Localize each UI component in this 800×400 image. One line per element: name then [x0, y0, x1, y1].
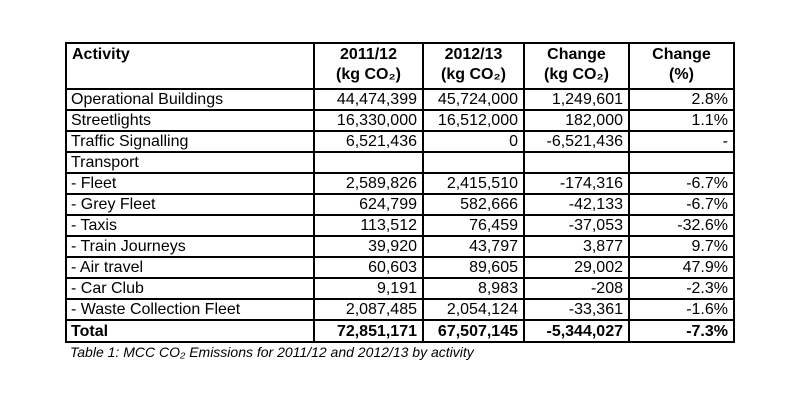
- table-row: - Car Club 9,191 8,983 -208 -2.3%: [65, 277, 735, 300]
- cell-change-kg: -42,133: [523, 193, 630, 216]
- cell-2011-12: [313, 151, 424, 174]
- column-header-line1: Activity: [72, 46, 130, 63]
- column-header-line1: Change: [652, 46, 711, 63]
- cell-2012-13: 2,054,124: [422, 298, 525, 321]
- cell-2011-12: 16,330,000: [313, 109, 424, 132]
- cell-2012-13: 2,415,510: [422, 172, 525, 195]
- cell-2011-12: 9,191: [313, 277, 424, 300]
- cell-change-pct: -6.7%: [628, 172, 735, 195]
- cell-change-kg: -33,361: [523, 298, 630, 321]
- cell-change-pct: 2.8%: [628, 88, 735, 111]
- total-row: Total 72,851,171 67,507,145 -5,344,027 -7.3%: [65, 319, 735, 343]
- cell-2012-13: 16,512,000: [422, 109, 525, 132]
- column-header-2012-13: 2012/13 (kg CO₂): [422, 42, 525, 90]
- cell-2012-13: 43,797: [422, 235, 525, 258]
- cell-change-pct: -2.3%: [628, 277, 735, 300]
- cell-activity: - Car Club: [65, 277, 315, 300]
- cell-activity: Streetlights: [65, 109, 315, 132]
- table-row: - Train Journeys 39,920 43,797 3,877 9.7%: [65, 235, 735, 258]
- cell-change-pct: 1.1%: [628, 109, 735, 132]
- cell-change-kg: -6,521,436: [523, 130, 630, 153]
- cell-activity: Traffic Signalling: [65, 130, 315, 153]
- cell-2011-12: 39,920: [313, 235, 424, 258]
- header-row: Activity 2011/12 (kg CO₂) 2012/13 (kg CO…: [65, 42, 735, 90]
- cell-change-kg: 1,249,601: [523, 88, 630, 111]
- column-header-line2: (kg CO₂): [544, 66, 609, 83]
- table-row: Streetlights 16,330,000 16,512,000 182,000 1…: [65, 109, 735, 132]
- cell-activity: - Train Journeys: [65, 235, 315, 258]
- column-header-line1: Change: [547, 46, 606, 63]
- cell-2011-12: 60,603: [313, 256, 424, 279]
- cell-2012-13: 67,507,145: [422, 319, 525, 343]
- cell-change-kg: 3,877: [523, 235, 630, 258]
- cell-2012-13: 76,459: [422, 214, 525, 237]
- table-row: - Grey Fleet 624,799 582,666 -42,133 -6.7%: [65, 193, 735, 216]
- cell-2012-13: 8,983: [422, 277, 525, 300]
- cell-2012-13: 89,605: [422, 256, 525, 279]
- cell-change-pct: [628, 151, 735, 174]
- cell-2012-13: 45,724,000: [422, 88, 525, 111]
- cell-change-kg: [523, 151, 630, 174]
- cell-2011-12: 113,512: [313, 214, 424, 237]
- cell-activity: - Fleet: [65, 172, 315, 195]
- cell-2011-12: 2,087,485: [313, 298, 424, 321]
- table-caption: Table 1: MCC CO₂ Emissions for 2011/12 a…: [70, 344, 474, 360]
- table-row: - Taxis 113,512 76,459 -37,053 -32.6%: [65, 214, 735, 237]
- column-header-line2: (%): [669, 66, 694, 83]
- column-header-line1: 2012/13: [444, 46, 503, 63]
- cell-activity: - Waste Collection Fleet: [65, 298, 315, 321]
- cell-2011-12: 6,521,436: [313, 130, 424, 153]
- cell-change-pct: -: [628, 130, 735, 153]
- cell-activity: Total: [65, 319, 315, 343]
- cell-change-pct: 47.9%: [628, 256, 735, 279]
- table-row: - Fleet 2,589,826 2,415,510 -174,316 -6.7%: [65, 172, 735, 195]
- column-header-line1: 2011/12: [340, 46, 397, 63]
- cell-change-pct: -7.3%: [628, 319, 735, 343]
- cell-change-pct: -1.6%: [628, 298, 735, 321]
- cell-2011-12: 72,851,171: [313, 319, 424, 343]
- cell-activity: Transport: [65, 151, 315, 174]
- emissions-table: Activity 2011/12 (kg CO₂) 2012/13 (kg CO…: [65, 42, 735, 343]
- column-header-line2: (kg CO₂): [336, 66, 401, 83]
- column-header-line2: (kg CO₂): [441, 66, 506, 83]
- cell-2011-12: 2,589,826: [313, 172, 424, 195]
- column-header-activity: Activity: [65, 42, 315, 90]
- cell-2012-13: 0: [422, 130, 525, 153]
- table-row: Operational Buildings 44,474,399 45,724,00…: [65, 88, 735, 111]
- cell-change-kg: -208: [523, 277, 630, 300]
- cell-change-kg: 182,000: [523, 109, 630, 132]
- cell-2011-12: 44,474,399: [313, 88, 424, 111]
- column-header-change-kg: Change (kg CO₂): [523, 42, 630, 90]
- cell-2012-13: 582,666: [422, 193, 525, 216]
- cell-2011-12: 624,799: [313, 193, 424, 216]
- cell-change-kg: -5,344,027: [523, 319, 630, 343]
- column-header-change-pct: Change (%): [628, 42, 735, 90]
- table-row: - Waste Collection Fleet 2,087,485 2,054,1…: [65, 298, 735, 321]
- cell-activity: - Taxis: [65, 214, 315, 237]
- cell-activity: - Grey Fleet: [65, 193, 315, 216]
- cell-change-pct: -6.7%: [628, 193, 735, 216]
- cell-change-kg: 29,002: [523, 256, 630, 279]
- cell-2012-13: [422, 151, 525, 174]
- cell-change-pct: -32.6%: [628, 214, 735, 237]
- cell-change-pct: 9.7%: [628, 235, 735, 258]
- cell-change-kg: -174,316: [523, 172, 630, 195]
- table-row: Traffic Signalling 6,521,436 0 -6,521,436-: [65, 130, 735, 153]
- column-header-2011-12: 2011/12 (kg CO₂): [313, 42, 424, 90]
- table-row: - Air travel 60,603 89,605 29,002 47.9%: [65, 256, 735, 279]
- cell-change-kg: -37,053: [523, 214, 630, 237]
- cell-activity: - Air travel: [65, 256, 315, 279]
- table-row: Transport: [65, 151, 735, 174]
- cell-activity: Operational Buildings: [65, 88, 315, 111]
